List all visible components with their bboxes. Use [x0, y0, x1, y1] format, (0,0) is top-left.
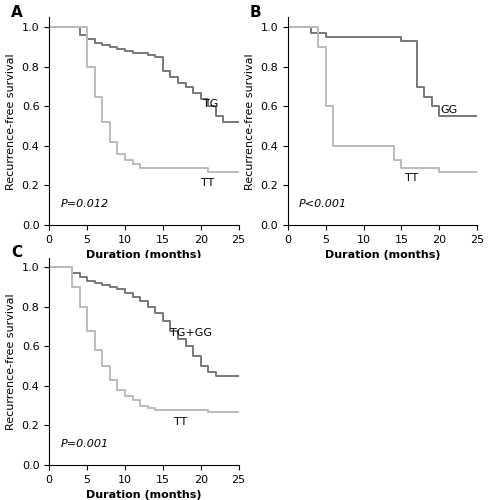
Text: P=0.012: P=0.012 [61, 199, 109, 209]
Text: P=0.001: P=0.001 [61, 439, 109, 449]
X-axis label: Duration (months): Duration (months) [325, 250, 440, 260]
Text: TT: TT [201, 178, 214, 188]
Text: TG+GG: TG+GG [170, 328, 213, 338]
Y-axis label: Recurrence-free survival: Recurrence-free survival [245, 53, 255, 190]
Text: TT: TT [174, 416, 187, 426]
Text: GG: GG [441, 106, 458, 116]
Y-axis label: Recurrence-free survival: Recurrence-free survival [6, 293, 16, 430]
Y-axis label: Recurrence-free survival: Recurrence-free survival [6, 53, 16, 190]
Text: C: C [11, 245, 23, 260]
Text: A: A [11, 5, 23, 20]
X-axis label: Duration (months): Duration (months) [86, 490, 202, 500]
Text: P<0.001: P<0.001 [299, 199, 347, 209]
Text: TT: TT [405, 172, 419, 182]
Text: TG: TG [203, 100, 218, 110]
X-axis label: Duration (months): Duration (months) [86, 250, 202, 260]
Text: B: B [250, 5, 262, 20]
